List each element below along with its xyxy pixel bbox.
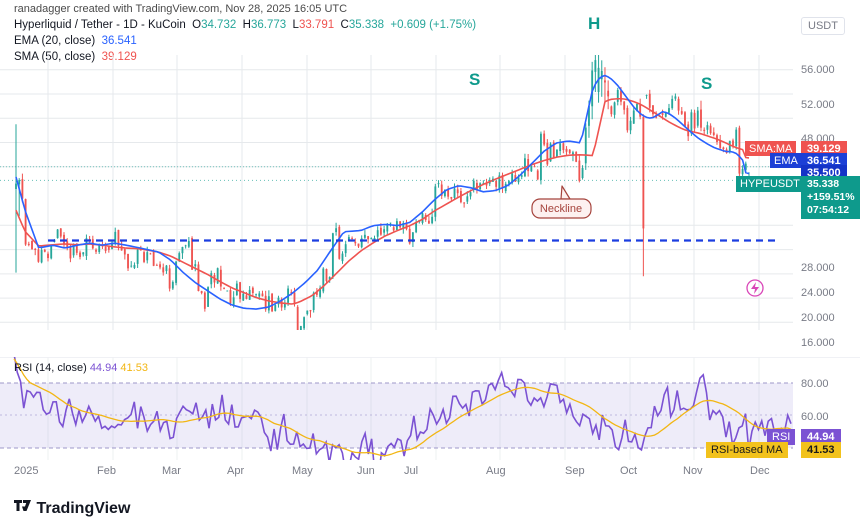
svg-text:Neckline: Neckline <box>540 203 582 215</box>
